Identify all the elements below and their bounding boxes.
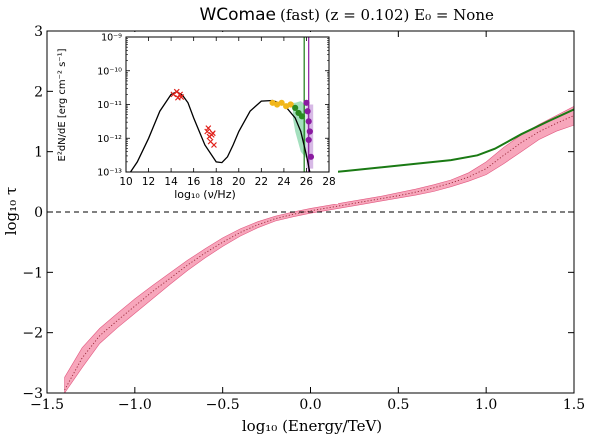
inset-data-point <box>303 99 310 106</box>
inset-background <box>56 32 338 204</box>
inset-x-tick-label: 22 <box>255 176 268 188</box>
y-tick-label: 0 <box>34 205 43 221</box>
inset-x-tick-label: 12 <box>142 176 155 188</box>
y-tick-label: −3 <box>22 386 43 402</box>
inset-data-point <box>178 94 185 100</box>
main-plot-area <box>47 106 574 393</box>
inset-data-point <box>278 99 285 106</box>
inset-x-tick-label: 26 <box>300 176 314 188</box>
inset-data-point <box>209 130 216 137</box>
inset-x-tick-label: 14 <box>164 176 178 188</box>
inset-x-tick-label: 10 <box>119 176 132 188</box>
inset-data-point <box>307 153 315 160</box>
inset-y-tick-label: 10⁻¹¹ <box>97 100 122 111</box>
inset-plot-area <box>129 37 315 172</box>
chart-title-rest: (fast) (z = 0.102) E₀ = None <box>280 6 494 24</box>
x-tick-label: 0.0 <box>299 397 321 413</box>
inset-data-point <box>287 101 294 108</box>
x-axis-label: log₁₀ (Energy/TeV) <box>242 417 382 435</box>
y-tick-label: 1 <box>34 145 43 161</box>
y-tick-label: 3 <box>34 24 43 40</box>
chart-title: WComae (fast) (z = 0.102) E₀ = None <box>199 5 494 25</box>
inset-data-point <box>205 125 212 132</box>
inset-data-point <box>305 136 312 144</box>
inset-x-tick-label: 20 <box>232 176 245 188</box>
y-axis-label: log₁₀ τ <box>2 187 20 236</box>
inset-data-point <box>304 108 311 115</box>
inset-data-point <box>292 104 299 111</box>
tau-line-series-1 <box>306 108 574 176</box>
inset-data-point <box>204 128 211 135</box>
x-tick-label: −1.0 <box>118 397 152 413</box>
y-tick-label: 2 <box>34 84 43 100</box>
inset-x-tick-label: 28 <box>322 176 335 188</box>
inset-x-tick-label: 18 <box>210 176 223 188</box>
inset-y-tick-label: 10⁻¹² <box>97 134 122 145</box>
x-tick-label: 1.5 <box>563 397 585 413</box>
inset-y-tick-label: 10⁻¹⁰ <box>97 66 122 77</box>
inset-data-point <box>298 113 306 120</box>
y-tick-label: −1 <box>22 265 43 281</box>
inset-data-point <box>306 128 313 135</box>
inset-y-tick-label: 10⁻¹³ <box>97 168 122 179</box>
x-tick-label: 1.0 <box>475 397 497 413</box>
inset-x-axis-label: log₁₀ (ν/Hz) <box>174 188 236 201</box>
y-tick-label: −2 <box>22 326 43 342</box>
inset-model-curve <box>129 90 311 172</box>
tau-uncertainty-band <box>64 106 574 393</box>
inset-sed-plot: 10 12 14 16 18 20 22 24 26 28 10⁻¹³ 10⁻¹² 10⁻¹¹ 10⁻¹⁰… <box>56 32 338 204</box>
inset-y-axis-label: E²dN/dE [erg cm⁻² s⁻¹] <box>57 48 68 161</box>
chart-title-main: WComae <box>199 5 276 25</box>
inset-y-tick-label: 10⁻⁹ <box>101 33 122 44</box>
x-tick-label: −1.5 <box>30 397 64 413</box>
inset-data-point <box>305 118 312 125</box>
x-tick-label: −0.5 <box>206 397 240 413</box>
inset-x-tick-label: 16 <box>187 176 201 188</box>
inset-x-tick-label: 24 <box>277 176 291 188</box>
x-tick-label: 0.5 <box>387 397 409 413</box>
inset-data-point <box>211 142 217 148</box>
